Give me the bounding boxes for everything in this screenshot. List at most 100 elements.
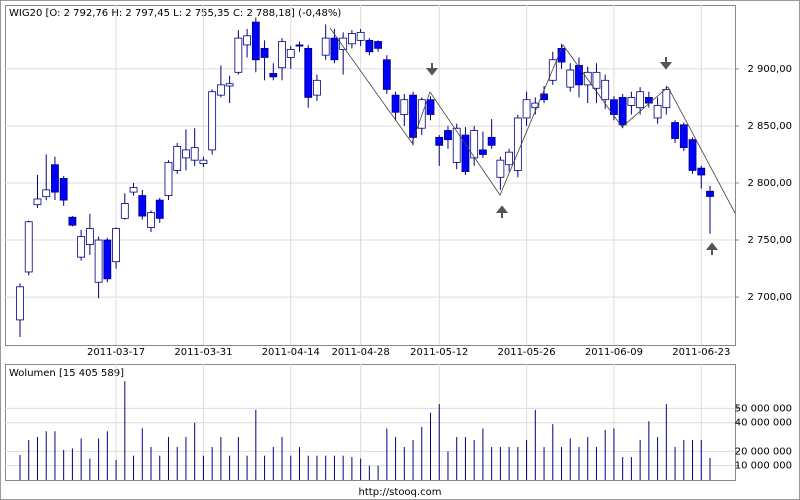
candle-body [120,203,129,219]
x-tick-label: 2011-05-12 [410,347,468,358]
candle-body [173,146,182,171]
candle-body [42,189,51,198]
candle-body [103,239,112,280]
volume-title: Wolumen [15 405 589] [9,368,124,379]
candle-body [435,136,444,146]
candle-body [295,44,304,47]
y-tick-label: 50 000 000 [735,403,792,414]
candle-body [374,41,383,49]
candle-body [94,239,103,283]
candle-body [452,127,461,163]
candle-body [112,228,120,263]
y-tick-label: 2 800,00 [747,178,792,189]
candle-body [540,93,548,101]
trend-lines [329,27,736,214]
y-tick-label: 2 750,00 [747,235,792,246]
candle-body [382,59,391,90]
candle-body [286,49,295,58]
arrow-down [425,63,439,76]
candle-body [644,97,653,104]
candle-body [330,37,339,61]
candle-body [24,221,33,273]
candle-body [225,83,234,87]
candle-body [592,71,601,89]
candle-body [531,102,540,109]
candle-body [444,130,452,141]
candle-body [129,187,138,193]
candle-body [409,94,417,138]
arrow-up [705,242,719,255]
arrow-up [495,205,509,218]
y-tick-label: 40 000 000 [735,418,792,429]
candle-body [251,21,260,61]
candle-body [479,149,487,155]
candle-body [138,195,147,217]
candle-body [68,216,77,226]
candle-body [199,159,208,164]
candle-body [77,236,86,258]
candle-body [216,84,225,96]
candle-body [190,147,199,161]
x-tick-label: 2011-05-26 [498,347,556,358]
candle-body [618,97,627,126]
plot: 2011-03-17 2011-03-31 2011-04-14 2011-04-28… [5,5,792,480]
candle-body [164,162,173,196]
candle-body [662,89,671,109]
price-panel [5,5,736,346]
candle-body [182,149,190,159]
x-tick-label: 2011-06-09 [585,347,643,358]
x-tick-label: 2011-03-31 [174,347,232,358]
candle-body [610,99,618,115]
footer: http://stooq.com [359,487,442,498]
x-tick-label: 2011-04-14 [262,347,320,358]
x-tick-label: 2011-03-17 [87,347,145,358]
candle-body [269,73,278,78]
candle-body [679,124,688,149]
candle-body [653,105,662,119]
candle-body [155,199,164,219]
candle-body [697,167,706,176]
candle-body [260,47,269,58]
candle-body [356,31,365,41]
candle-body [426,99,435,115]
candle-body [85,228,94,245]
candle-body [321,37,330,56]
candle-body [313,79,321,96]
candle-body [636,91,645,109]
candle-body [417,99,426,129]
candle-body [627,97,636,106]
candle-body [400,99,409,115]
candle-body [33,198,42,206]
candle-body [487,136,496,146]
candle-body [51,164,59,193]
candle-body [706,190,714,197]
candle-body [243,35,251,46]
candle-body [16,286,24,321]
candle-body [671,122,679,139]
candle-body [339,37,348,50]
candle-body [365,39,374,53]
candle-body [461,134,470,172]
candle-body [347,33,356,45]
candle-body [601,79,610,101]
candle-body [505,151,514,166]
candle-body [59,178,68,201]
candle-body [147,212,155,228]
candle-body [513,117,522,171]
candle-body [522,99,531,119]
candle-body [470,130,479,159]
x-tick-label: 2011-04-28 [332,347,390,358]
candle-body [304,47,313,98]
y-tick-label: 2 900,00 [747,64,792,75]
candle-body [208,91,217,151]
y-tick-label: 2 850,00 [747,121,792,132]
y-tick-label: 10 000 000 [735,461,792,472]
candle-body [391,94,400,113]
y-tick-label: 2 700,00 [747,292,792,303]
candle-body [566,69,575,88]
x-tick-label: 2011-06-23 [672,347,730,358]
candle-body [278,41,286,69]
